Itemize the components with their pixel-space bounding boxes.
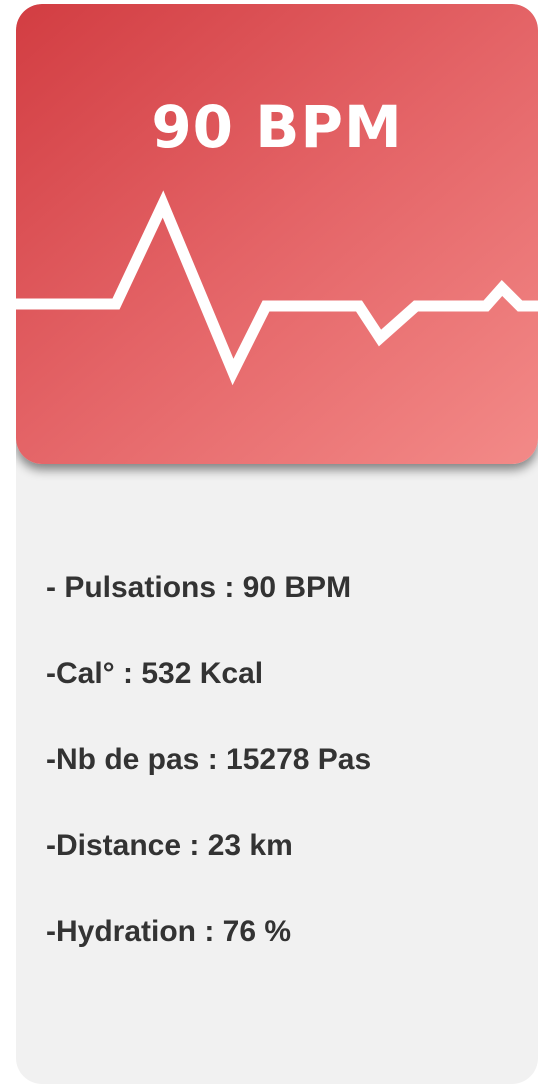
stat-pulsations: - Pulsations : 90 BPM — [46, 571, 352, 604]
stat-hydration: -Hydration : 76 % — [46, 915, 292, 948]
stats-list: - Pulsations : 90 BPM -Cal° : 532 Kcal -… — [46, 568, 371, 998]
heart-rate-header: 90 BPM — [16, 4, 538, 464]
stat-calories: -Cal° : 532 Kcal — [46, 657, 264, 690]
stat-steps: -Nb de pas : 15278 Pas — [46, 743, 372, 776]
bpm-title: 90 BPM — [151, 93, 403, 161]
stat-distance: -Distance : 23 km — [46, 829, 293, 862]
health-card: 90 BPM - Pulsations : 90 BPM -Cal° : 532… — [16, 4, 538, 1084]
heartbeat-line-icon — [16, 190, 538, 386]
